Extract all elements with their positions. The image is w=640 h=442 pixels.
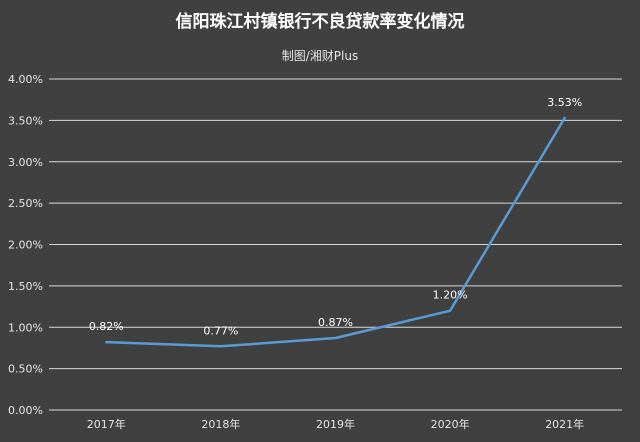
series-line [105,116,566,348]
gridlines [49,78,622,411]
y-tick-label: 3.00% [8,156,43,169]
x-tick-label: 2021年 [545,417,584,431]
data-labels: 0.82% 0.77% 0.87% 1.20% 3.53% [89,96,582,337]
data-label: 3.53% [547,96,582,109]
data-label: 0.77% [203,324,238,337]
y-tick-label: 0.50% [8,363,43,376]
data-label: 1.20% [433,289,468,302]
x-tick-label: 2020年 [431,417,470,431]
y-tick-label: 3.50% [8,114,43,127]
chart-subtitle: 制图/湘财Plus [282,48,358,63]
x-tick-label: 2019年 [316,417,355,431]
y-tick-label: 0.00% [8,404,43,417]
data-label: 0.82% [89,320,124,333]
chart-title: 信阳珠江村镇银行不良贷款率变化情况 [176,11,465,32]
x-axis-ticks: 2017年 2018年 2019年 2020年 2021年 [87,417,584,431]
y-tick-label: 1.50% [8,280,43,293]
series-line-path [105,116,566,348]
y-tick-label: 4.00% [8,73,43,86]
y-tick-label: 1.00% [8,321,43,334]
y-tick-label: 2.50% [8,197,43,210]
y-tick-label: 2.00% [8,239,43,252]
data-label: 0.87% [318,316,353,329]
y-axis-ticks: 0.00% 0.50% 1.00% 1.50% 2.00% 2.50% 3.00% 3.50%… [8,73,43,417]
x-tick-label: 2018年 [201,417,240,431]
x-tick-label: 2017年 [87,417,126,431]
